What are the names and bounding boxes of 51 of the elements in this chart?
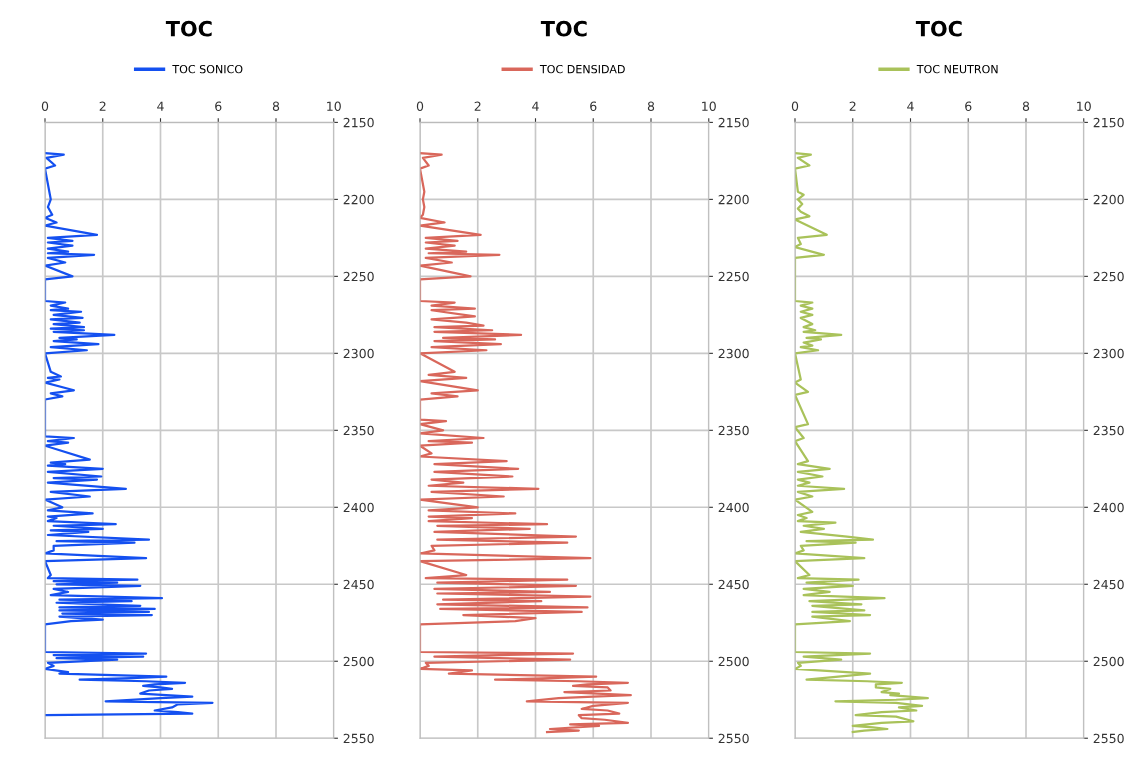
y-tick-label: 2300 <box>718 348 749 359</box>
y-tick-label: 2400 <box>343 502 374 513</box>
y-tick-label: 2250 <box>1093 271 1124 282</box>
x-tick-label: 8 <box>272 101 280 111</box>
x-tick-label: 6 <box>965 101 972 111</box>
x-tick-label: 6 <box>590 101 597 111</box>
y-tick-label: 2400 <box>1093 502 1124 513</box>
x-tick-label: 0 <box>416 101 424 111</box>
y-tick-label: 2550 <box>1093 733 1124 744</box>
y-tick-label: 2200 <box>343 194 374 205</box>
chart-title: TOC <box>165 20 212 37</box>
x-tick-label: 10 <box>327 101 341 111</box>
y-tick-label: 2450 <box>1093 579 1124 590</box>
x-tick-label: 6 <box>215 101 222 111</box>
x-tick-label: 8 <box>647 101 655 111</box>
legend-label: TOC DENSIDAD <box>539 64 625 74</box>
y-tick-label: 2150 <box>1093 117 1124 128</box>
y-tick-label: 2450 <box>718 579 749 590</box>
y-tick-label: 2500 <box>1093 656 1124 667</box>
x-tick-label: 4 <box>157 101 164 111</box>
x-tick-label: 4 <box>907 101 914 111</box>
y-tick-label: 2500 <box>718 656 749 667</box>
chart-title: TOC <box>540 20 587 37</box>
x-tick-label: 0 <box>41 101 49 111</box>
y-tick-label: 2150 <box>718 117 749 128</box>
x-tick-label: 10 <box>702 101 716 111</box>
x-tick-label: 8 <box>1022 101 1030 111</box>
y-tick-label: 2550 <box>718 733 749 744</box>
x-tick-label: 2 <box>849 101 856 111</box>
y-tick-label: 2350 <box>718 425 749 436</box>
y-tick-label: 2500 <box>343 656 374 667</box>
y-tick-label: 2300 <box>1093 348 1124 359</box>
y-tick-label: 2250 <box>343 271 374 282</box>
y-tick-label: 2300 <box>343 348 374 359</box>
x-tick-label: 0 <box>791 101 799 111</box>
y-tick-label: 2350 <box>343 425 374 436</box>
y-tick-label: 2400 <box>718 502 749 513</box>
x-tick-label: 2 <box>474 101 481 111</box>
legend-label: TOC SONICO <box>172 64 243 74</box>
y-tick-label: 2200 <box>1093 194 1124 205</box>
x-tick-label: 4 <box>532 101 539 111</box>
y-tick-label: 2350 <box>1093 425 1124 436</box>
y-tick-label: 2150 <box>343 117 374 128</box>
x-tick-label: 10 <box>1077 101 1091 111</box>
x-tick-label: 2 <box>99 101 106 111</box>
y-tick-label: 2550 <box>343 733 374 744</box>
legend-label: TOC NEUTRON <box>916 64 998 74</box>
y-tick-label: 2200 <box>718 194 749 205</box>
y-tick-label: 2450 <box>343 579 374 590</box>
chart-title: TOC <box>915 20 962 37</box>
y-tick-label: 2250 <box>718 271 749 282</box>
